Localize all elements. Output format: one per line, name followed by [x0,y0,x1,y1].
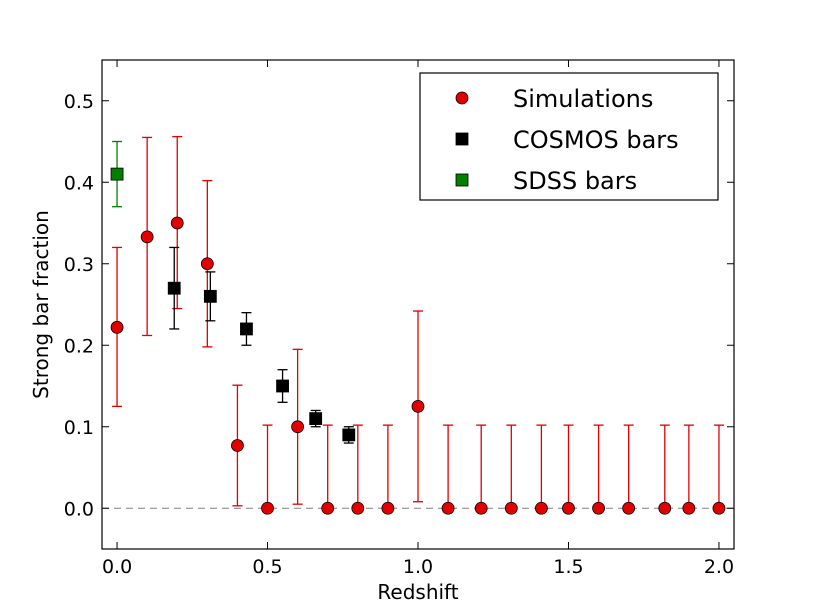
simulations-point [140,230,154,244]
simulations-point [474,501,488,515]
legend: Simulations COSMOS bars SDSS bars [419,72,719,201]
x-axis-label: Redshift [377,580,458,604]
simulations-point [110,320,124,334]
cosmos-bars-point [203,289,217,303]
y-tick-label: 0.5 [64,91,94,113]
simulations-point [321,501,335,515]
simulations-point [534,501,548,515]
legend-label-cosmos-bars: COSMOS bars [513,126,679,154]
x-tick-label: 2.0 [704,556,734,578]
legend-label-simulations: Simulations [513,85,653,113]
cosmos-bars-point [276,379,289,393]
x-tick-label: 0.5 [252,556,282,578]
simulations-point [200,257,214,271]
simulations-point [261,501,274,515]
simulations-point [712,501,726,515]
y-tick-label: 0.1 [64,417,94,439]
legend-box [419,72,719,201]
y-tick-label: 0.2 [64,335,94,357]
legend-marker-cosmos-bars [455,132,469,146]
simulations-point [231,439,244,452]
simulations-point [170,216,184,230]
simulations-point [441,501,455,515]
x-tick-label: 0.0 [102,556,132,578]
legend-marker-simulations [455,91,469,105]
y-tick-label: 0.0 [64,498,94,520]
sdss-bars-point [110,167,124,181]
simulations-point [504,501,518,515]
simulations-point [658,501,672,515]
simulations-point [291,420,305,434]
simulations-point [411,399,425,413]
cosmos-bars-point [240,322,253,336]
y-axis-label: Strong bar fraction [29,210,53,399]
simulations-point [622,501,636,515]
simulations-point [562,501,575,515]
y-tick-label: 0.4 [64,172,94,194]
cosmos-bars-point [342,428,356,442]
simulations-point [351,501,365,515]
cosmos-bars-point [309,412,323,426]
simulations-point [381,501,395,515]
x-tick-label: 1.0 [403,556,433,578]
legend-label-sdss-bars: SDSS bars [513,167,637,195]
legend-marker-sdss-bars [455,173,469,187]
simulations-point [592,501,605,515]
simulations-point [682,501,696,515]
y-tick-label: 0.3 [64,254,94,276]
x-tick-label: 1.5 [553,556,583,578]
cosmos-bars-point [167,281,181,295]
